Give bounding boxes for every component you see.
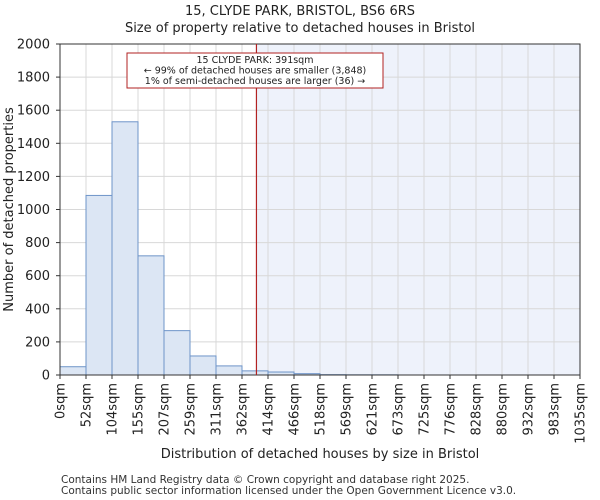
x-tick-label: 725sqm xyxy=(418,383,433,436)
annotation-box xyxy=(126,52,384,89)
x-tick-label: 0sqm xyxy=(54,383,69,419)
x-tick-label: 362sqm xyxy=(236,383,251,436)
x-tick-label: 983sqm xyxy=(548,383,563,436)
footer-line-2: Contains public sector information licen… xyxy=(61,485,517,497)
histogram-bar xyxy=(189,355,217,376)
y-tick-label: 1400 xyxy=(17,137,50,152)
x-tick-label: 155sqm xyxy=(132,383,147,436)
y-tick-label: 1600 xyxy=(17,104,50,119)
histogram-bar xyxy=(137,255,165,376)
x-tick-label: 828sqm xyxy=(470,383,485,436)
y-tick-label: 200 xyxy=(25,335,50,350)
y-tick-label: 2000 xyxy=(17,38,50,53)
y-tick-label: 800 xyxy=(25,236,50,251)
y-tick-label: 1200 xyxy=(17,170,50,185)
x-tick-label: 414sqm xyxy=(262,383,277,436)
x-tick-label: 518sqm xyxy=(314,383,329,436)
x-tick-label: 311sqm xyxy=(210,383,225,436)
annotation-line-1: 15 CLYDE PARK: 391sqm xyxy=(197,55,314,66)
histogram-bar xyxy=(111,121,139,376)
x-tick-label: 207sqm xyxy=(158,383,173,436)
chart-subtitle: Size of property relative to detached ho… xyxy=(124,21,476,36)
y-tick-label: 400 xyxy=(25,302,50,317)
x-tick-label: 880sqm xyxy=(496,383,511,436)
y-tick-label: 600 xyxy=(25,269,50,284)
annotation-line-2: ← 99% of detached houses are smaller (3,… xyxy=(144,66,367,77)
histogram-bar xyxy=(59,366,87,376)
footer-line-1: Contains HM Land Registry data © Crown c… xyxy=(61,474,470,486)
x-tick-label: 776sqm xyxy=(444,383,459,436)
x-tick-label: 259sqm xyxy=(184,383,199,436)
x-tick-label: 621sqm xyxy=(366,383,381,436)
y-tick-label: 1000 xyxy=(17,203,50,218)
y-tick-label: 1800 xyxy=(17,71,50,86)
histogram-bar xyxy=(163,330,191,376)
histogram-bar xyxy=(241,370,269,376)
histogram-bar xyxy=(215,365,243,376)
y-axis-label: Number of detached properties xyxy=(2,107,17,312)
x-tick-label: 1035sqm xyxy=(574,383,589,444)
annotation-line-3: 1% of semi-detached houses are larger (3… xyxy=(145,76,365,87)
y-tick-label: 0 xyxy=(42,369,50,384)
histogram-bar xyxy=(85,194,113,376)
x-axis-label: Distribution of detached houses by size … xyxy=(161,447,480,462)
x-tick-label: 52sqm xyxy=(80,383,95,427)
x-tick-label: 569sqm xyxy=(340,383,355,436)
x-tick-label: 673sqm xyxy=(392,383,407,436)
x-tick-label: 932sqm xyxy=(522,383,537,436)
chart-title: 15, CLYDE PARK, BRISTOL, BS6 6RS xyxy=(184,4,416,19)
x-tick-label: 104sqm xyxy=(106,383,121,436)
x-tick-label: 466sqm xyxy=(288,383,303,436)
